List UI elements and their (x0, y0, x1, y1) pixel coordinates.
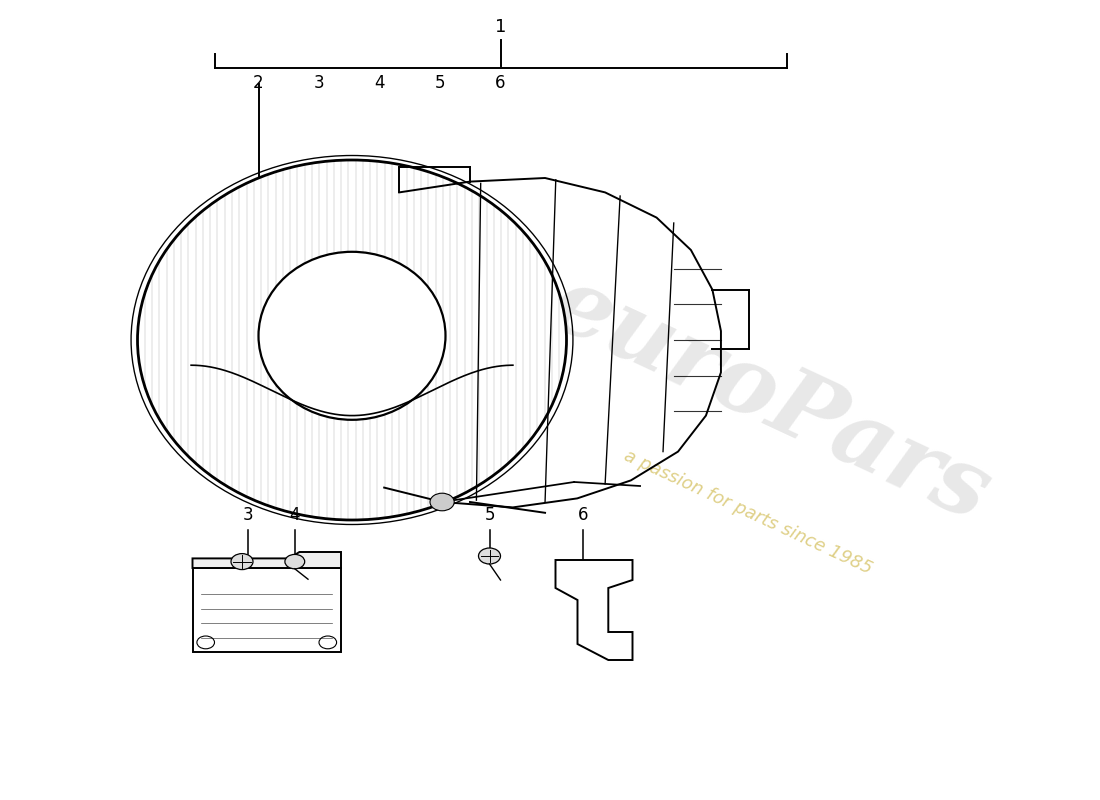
Text: 1: 1 (495, 18, 506, 36)
Text: 5: 5 (484, 506, 495, 524)
Ellipse shape (258, 252, 446, 420)
Text: 5: 5 (434, 74, 446, 92)
Ellipse shape (285, 554, 305, 569)
Text: a passion for parts since 1985: a passion for parts since 1985 (621, 446, 874, 578)
Text: 4: 4 (289, 506, 300, 524)
Polygon shape (192, 552, 341, 568)
Polygon shape (556, 560, 632, 660)
Ellipse shape (430, 493, 454, 511)
Text: 2: 2 (253, 74, 264, 92)
Ellipse shape (138, 160, 566, 520)
Text: 4: 4 (374, 74, 385, 92)
Ellipse shape (478, 548, 500, 564)
Ellipse shape (231, 554, 253, 570)
FancyBboxPatch shape (192, 568, 341, 652)
Text: 3: 3 (314, 74, 324, 92)
Text: 6: 6 (495, 74, 506, 92)
Text: 3: 3 (242, 506, 253, 524)
Text: 6: 6 (578, 506, 588, 524)
Text: euroPars: euroPars (536, 259, 1004, 541)
